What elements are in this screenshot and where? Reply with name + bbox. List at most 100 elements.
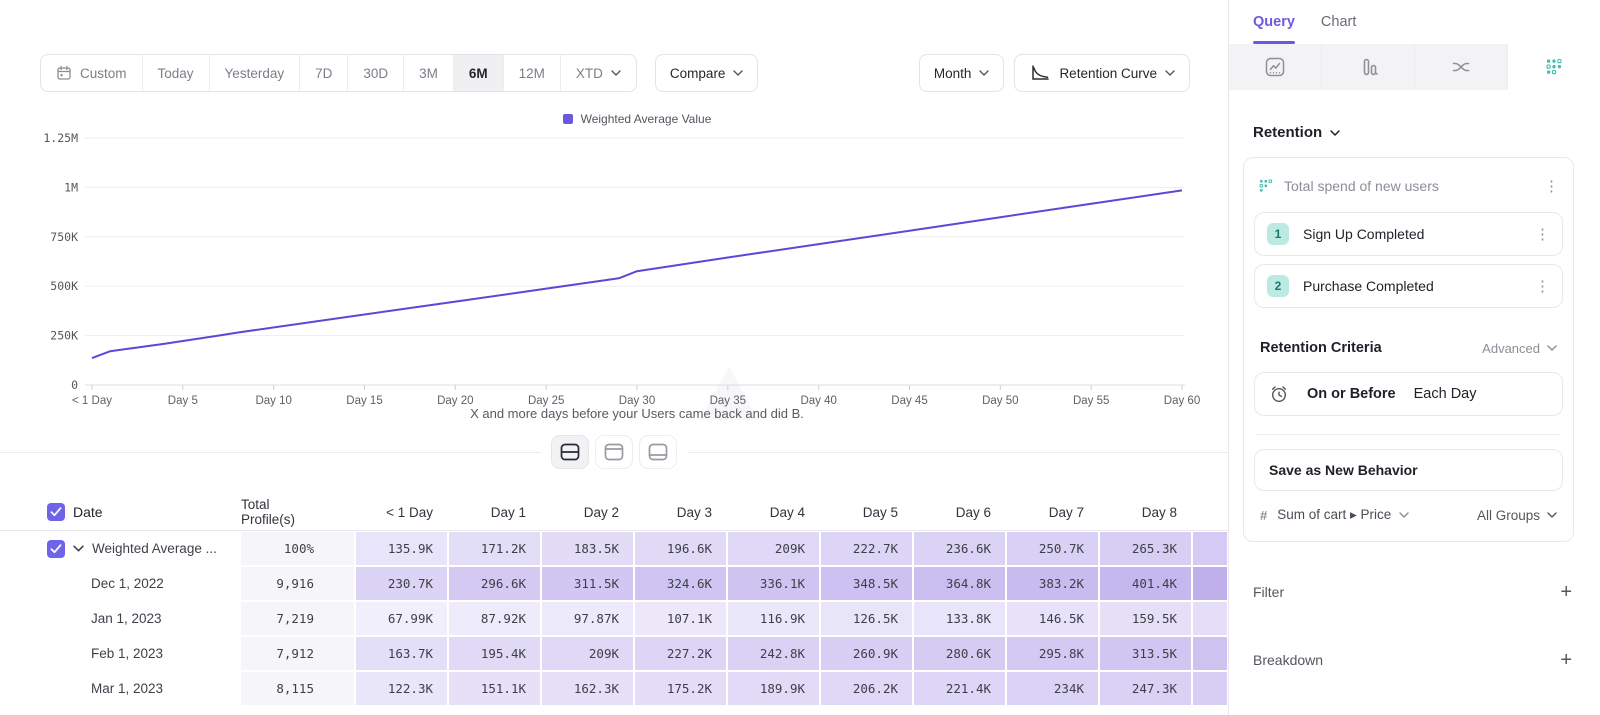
step-event-label: Purchase Completed [1303, 278, 1535, 294]
measure-property-dropdown[interactable]: Sum of cart ▸ Price [1277, 507, 1409, 523]
advanced-dropdown[interactable]: Advanced [1482, 341, 1557, 356]
chart-style-button[interactable]: Retention Curve [1014, 54, 1190, 92]
chart-style-label: Retention Curve [1059, 66, 1157, 81]
column-header-day-3: Day 3 [634, 494, 727, 530]
range-30d[interactable]: 30D [347, 55, 403, 91]
row-expand-chevron-icon[interactable] [73, 545, 84, 552]
table-row[interactable]: Jan 1, 20237,21967.99K87.92K97.87K107.1K… [0, 601, 1228, 636]
range-custom[interactable]: Custom [41, 55, 142, 91]
range-yesterday[interactable]: Yesterday [209, 55, 300, 91]
chevron-down-icon [1547, 345, 1557, 351]
row-value-cell-day-1: 87.92K [448, 601, 541, 636]
row-value-cell-day-2: 209K [541, 636, 634, 671]
row-value-cell-day-4: 116.9K [727, 601, 820, 636]
query-sidebar: Query Chart Retention Total spend of new… [1228, 0, 1600, 715]
funnel-bars-icon[interactable] [1321, 44, 1414, 90]
row-value-cell-day-4: 209K [727, 531, 820, 566]
date-column-header: Date [73, 504, 103, 520]
table-row[interactable]: Feb 1, 20237,912163.7K195.4K209K227.2K24… [0, 636, 1228, 671]
row-value-cell-day-2: 311.5K [541, 566, 634, 601]
behavior-step-2[interactable]: 2Purchase Completed⋮ [1254, 264, 1563, 308]
save-as-new-behavior-button[interactable]: Save as New Behavior [1254, 449, 1563, 491]
chart-type-icon-strip [1229, 44, 1600, 90]
row-date-label: Weighted Average ... [92, 541, 217, 556]
chevron-down-icon [611, 70, 621, 76]
column-header-label: Day 8 [1142, 505, 1177, 520]
chart-x-axis-caption: X and more days before your Users came b… [92, 406, 1182, 421]
groups-label: All Groups [1477, 508, 1540, 523]
condition-operator[interactable]: On or Before [1307, 386, 1396, 402]
groups-dropdown[interactable]: All Groups [1477, 508, 1557, 523]
insights-chart-icon[interactable] [1229, 44, 1321, 90]
range-xtd[interactable]: XTD [560, 55, 636, 91]
row-total-profiles-cell: 8,115 [240, 671, 355, 706]
breakdown-section: Breakdown + [1253, 650, 1572, 670]
range-3m[interactable]: 3M [403, 55, 453, 91]
row-value-cell-day-5: 206.2K [820, 671, 913, 706]
retention-line-series[interactable] [92, 190, 1182, 358]
chart-only-view-button[interactable] [595, 435, 633, 469]
tab-chart[interactable]: Chart [1321, 0, 1356, 44]
row-checkbox[interactable] [47, 540, 65, 558]
row-total-profiles-cell: 7,912 [240, 636, 355, 671]
kebab-menu-icon[interactable]: ⋮ [1535, 227, 1550, 242]
retention-criteria-row: Retention Criteria Advanced [1254, 340, 1563, 356]
row-value-cell-day-4: 336.1K [727, 566, 820, 601]
range-label: Custom [80, 66, 127, 81]
kebab-menu-icon[interactable]: ⋮ [1535, 279, 1550, 294]
range-today[interactable]: Today [142, 55, 209, 91]
retention-line-chart[interactable]: 0250K500K750K1M1.25M< 1 DayDay 5Day 10Da… [0, 130, 1228, 420]
range-12m[interactable]: 12M [503, 55, 560, 91]
retention-condition[interactable]: On or Before Each Day [1254, 372, 1563, 416]
range-label: XTD [576, 66, 603, 81]
row-value-cell-day-8: 401.4K [1099, 566, 1192, 601]
row-value-cell-day-9-partial [1192, 566, 1228, 601]
range-label: Yesterday [225, 66, 285, 81]
range-label: 3M [419, 66, 438, 81]
range-7d[interactable]: 7D [299, 55, 347, 91]
kebab-menu-icon[interactable]: ⋮ [1544, 179, 1559, 194]
table-only-view-button[interactable] [639, 435, 677, 469]
row-date-cell: Weighted Average ... [0, 531, 240, 566]
row-total-profiles-cell: 7,219 [240, 601, 355, 636]
condition-period[interactable]: Each Day [1414, 386, 1477, 402]
split-view-button[interactable] [551, 435, 589, 469]
row-value-cell-day-5: 222.7K [820, 531, 913, 566]
chevron-down-icon [1547, 512, 1557, 518]
tab-query[interactable]: Query [1253, 0, 1295, 44]
retention-section-toggle[interactable]: Retention [1253, 124, 1600, 141]
add-breakdown-button[interactable]: + [1560, 650, 1572, 670]
column-header-day-1: Day 1 [448, 494, 541, 530]
row-date-label: Mar 1, 2023 [91, 681, 163, 696]
table-row[interactable]: Mar 1, 20238,115122.3K151.1K162.3K175.2K… [0, 671, 1228, 706]
column-header-overflow [1192, 494, 1228, 530]
table-row[interactable]: Weighted Average ...100%135.9K171.2K183.… [0, 531, 1228, 566]
row-value-cell-day-3: 175.2K [634, 671, 727, 706]
row-value-cell-day-7: 234K [1006, 671, 1099, 706]
chart-only-view-icon [604, 443, 624, 461]
row-value-cell-lt-1-day: 67.99K [355, 601, 448, 636]
range-label: 12M [519, 66, 545, 81]
table-row[interactable]: Dec 1, 20229,916230.7K296.6K311.5K324.6K… [0, 566, 1228, 601]
behavior-step-1[interactable]: 1Sign Up Completed⋮ [1254, 212, 1563, 256]
row-value-cell-day-3: 324.6K [634, 566, 727, 601]
date-header-cell: Date [0, 494, 240, 530]
row-value-cell-day-7: 250.7K [1006, 531, 1099, 566]
row-value-cell-day-1: 195.4K [448, 636, 541, 671]
row-checkbox[interactable] [47, 503, 65, 521]
column-header-label: Day 6 [956, 505, 991, 520]
granularity-label: Month [934, 66, 972, 81]
granularity-button[interactable]: Month [919, 54, 1005, 92]
column-header-label: Day 1 [491, 505, 526, 520]
step-event-label: Sign Up Completed [1303, 226, 1535, 242]
flows-icon[interactable] [1414, 44, 1507, 90]
retention-dots-icon[interactable] [1507, 44, 1600, 90]
row-total-profiles-cell: 100% [240, 531, 355, 566]
behavior-card-header[interactable]: Total spend of new users ⋮ [1254, 168, 1563, 204]
compare-button[interactable]: Compare [655, 54, 759, 92]
add-filter-button[interactable]: + [1560, 582, 1572, 602]
range-6m[interactable]: 6M [453, 55, 503, 91]
y-axis-tick-label: 1.25M [43, 131, 78, 145]
table-header-row: DateTotal Profile(s)< 1 DayDay 1Day 2Day… [0, 494, 1228, 531]
compare-label: Compare [670, 66, 726, 81]
